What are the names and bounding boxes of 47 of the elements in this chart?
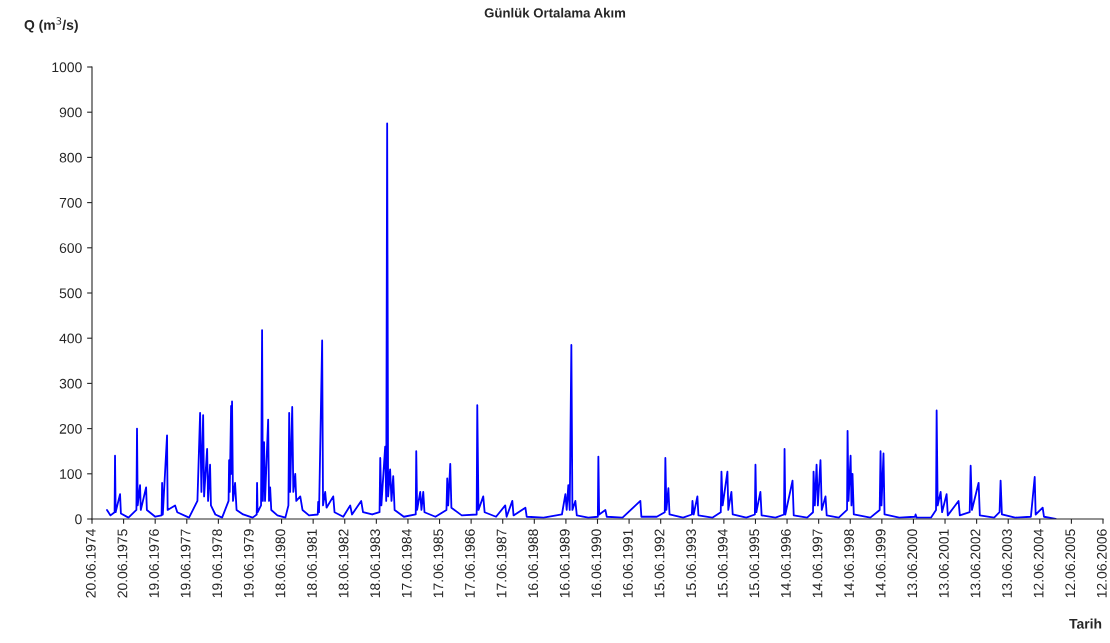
y-tick-label: 500 <box>59 288 82 299</box>
x-tick-label: 16.06.1990 <box>591 529 602 598</box>
y-tick-label: 100 <box>60 469 82 479</box>
x-tick-label: 19.06.1978 <box>212 529 223 598</box>
y-tick-label: 400 <box>59 333 82 344</box>
x-tick-label: 12.06.2004 <box>1033 529 1044 598</box>
x-tick-label: 16.06.1989 <box>559 529 570 598</box>
chart-title: Günlük Ortalama Akım <box>484 7 626 18</box>
x-tick-label: 20.06.1974 <box>85 529 96 598</box>
x-tick-label: 13.06.2002 <box>970 529 981 598</box>
x-tick-label: 15.06.1992 <box>654 529 665 598</box>
y-tick-label: 700 <box>59 197 82 208</box>
x-tick-label: 14.06.1999 <box>875 529 886 598</box>
x-tick-label: 19.06.1976 <box>149 529 159 598</box>
x-tick-label: 19.06.1979 <box>243 529 254 598</box>
y-tick-label: 600 <box>59 243 82 253</box>
x-tick-label: 12.06.2005 <box>1065 529 1076 598</box>
y-tick-label: 200 <box>59 423 82 434</box>
x-tick-label: 14.06.1996 <box>780 529 791 598</box>
x-tick-label: 15.06.1994 <box>717 529 728 598</box>
y-axis-title: Q (m$^{3}$/s) <box>24 17 78 33</box>
x-tick-label: 18.06.1983 <box>370 529 381 598</box>
y-tick-label: 0 <box>75 514 82 525</box>
x-tick-label: 14.06.1997 <box>812 529 823 598</box>
x-tick-label: 16.06.1988 <box>528 529 539 598</box>
y-tick-label: 800 <box>59 152 82 163</box>
x-tick-label: 15.06.1993 <box>686 529 697 598</box>
x-tick-label: 13.06.2001 <box>938 529 949 598</box>
x-tick-label: 15.06.1995 <box>749 529 760 598</box>
x-tick-label: 18.06.1982 <box>338 529 349 598</box>
x-tick-label: 17.06.1985 <box>433 529 444 598</box>
x-tick-label: 13.06.2000 <box>907 529 918 598</box>
x-tick-label: 16.06.1991 <box>622 529 633 598</box>
x-tick-label: 14.06.1998 <box>844 529 854 598</box>
x-tick-label: 17.06.1984 <box>401 529 412 598</box>
x-tick-label: 20.06.1975 <box>117 529 128 598</box>
x-tick-label: 13.06.2003 <box>1002 529 1012 598</box>
y-tick-label: 300 <box>59 378 82 389</box>
x-tick-label: 18.06.1980 <box>275 529 286 598</box>
y-tick-label: 900 <box>59 107 82 118</box>
y-tick-label: 1000 <box>52 62 82 73</box>
x-tick-label: 17.06.1987 <box>496 529 507 598</box>
x-tick-label: 17.06.1986 <box>465 529 475 598</box>
x-axis-title: Tarih <box>1069 618 1102 629</box>
x-tick-label: 18.06.1981 <box>307 529 317 598</box>
x-tick-label: 19.06.1977 <box>180 529 191 598</box>
x-tick-label: 12.06.2006 <box>1096 529 1107 598</box>
